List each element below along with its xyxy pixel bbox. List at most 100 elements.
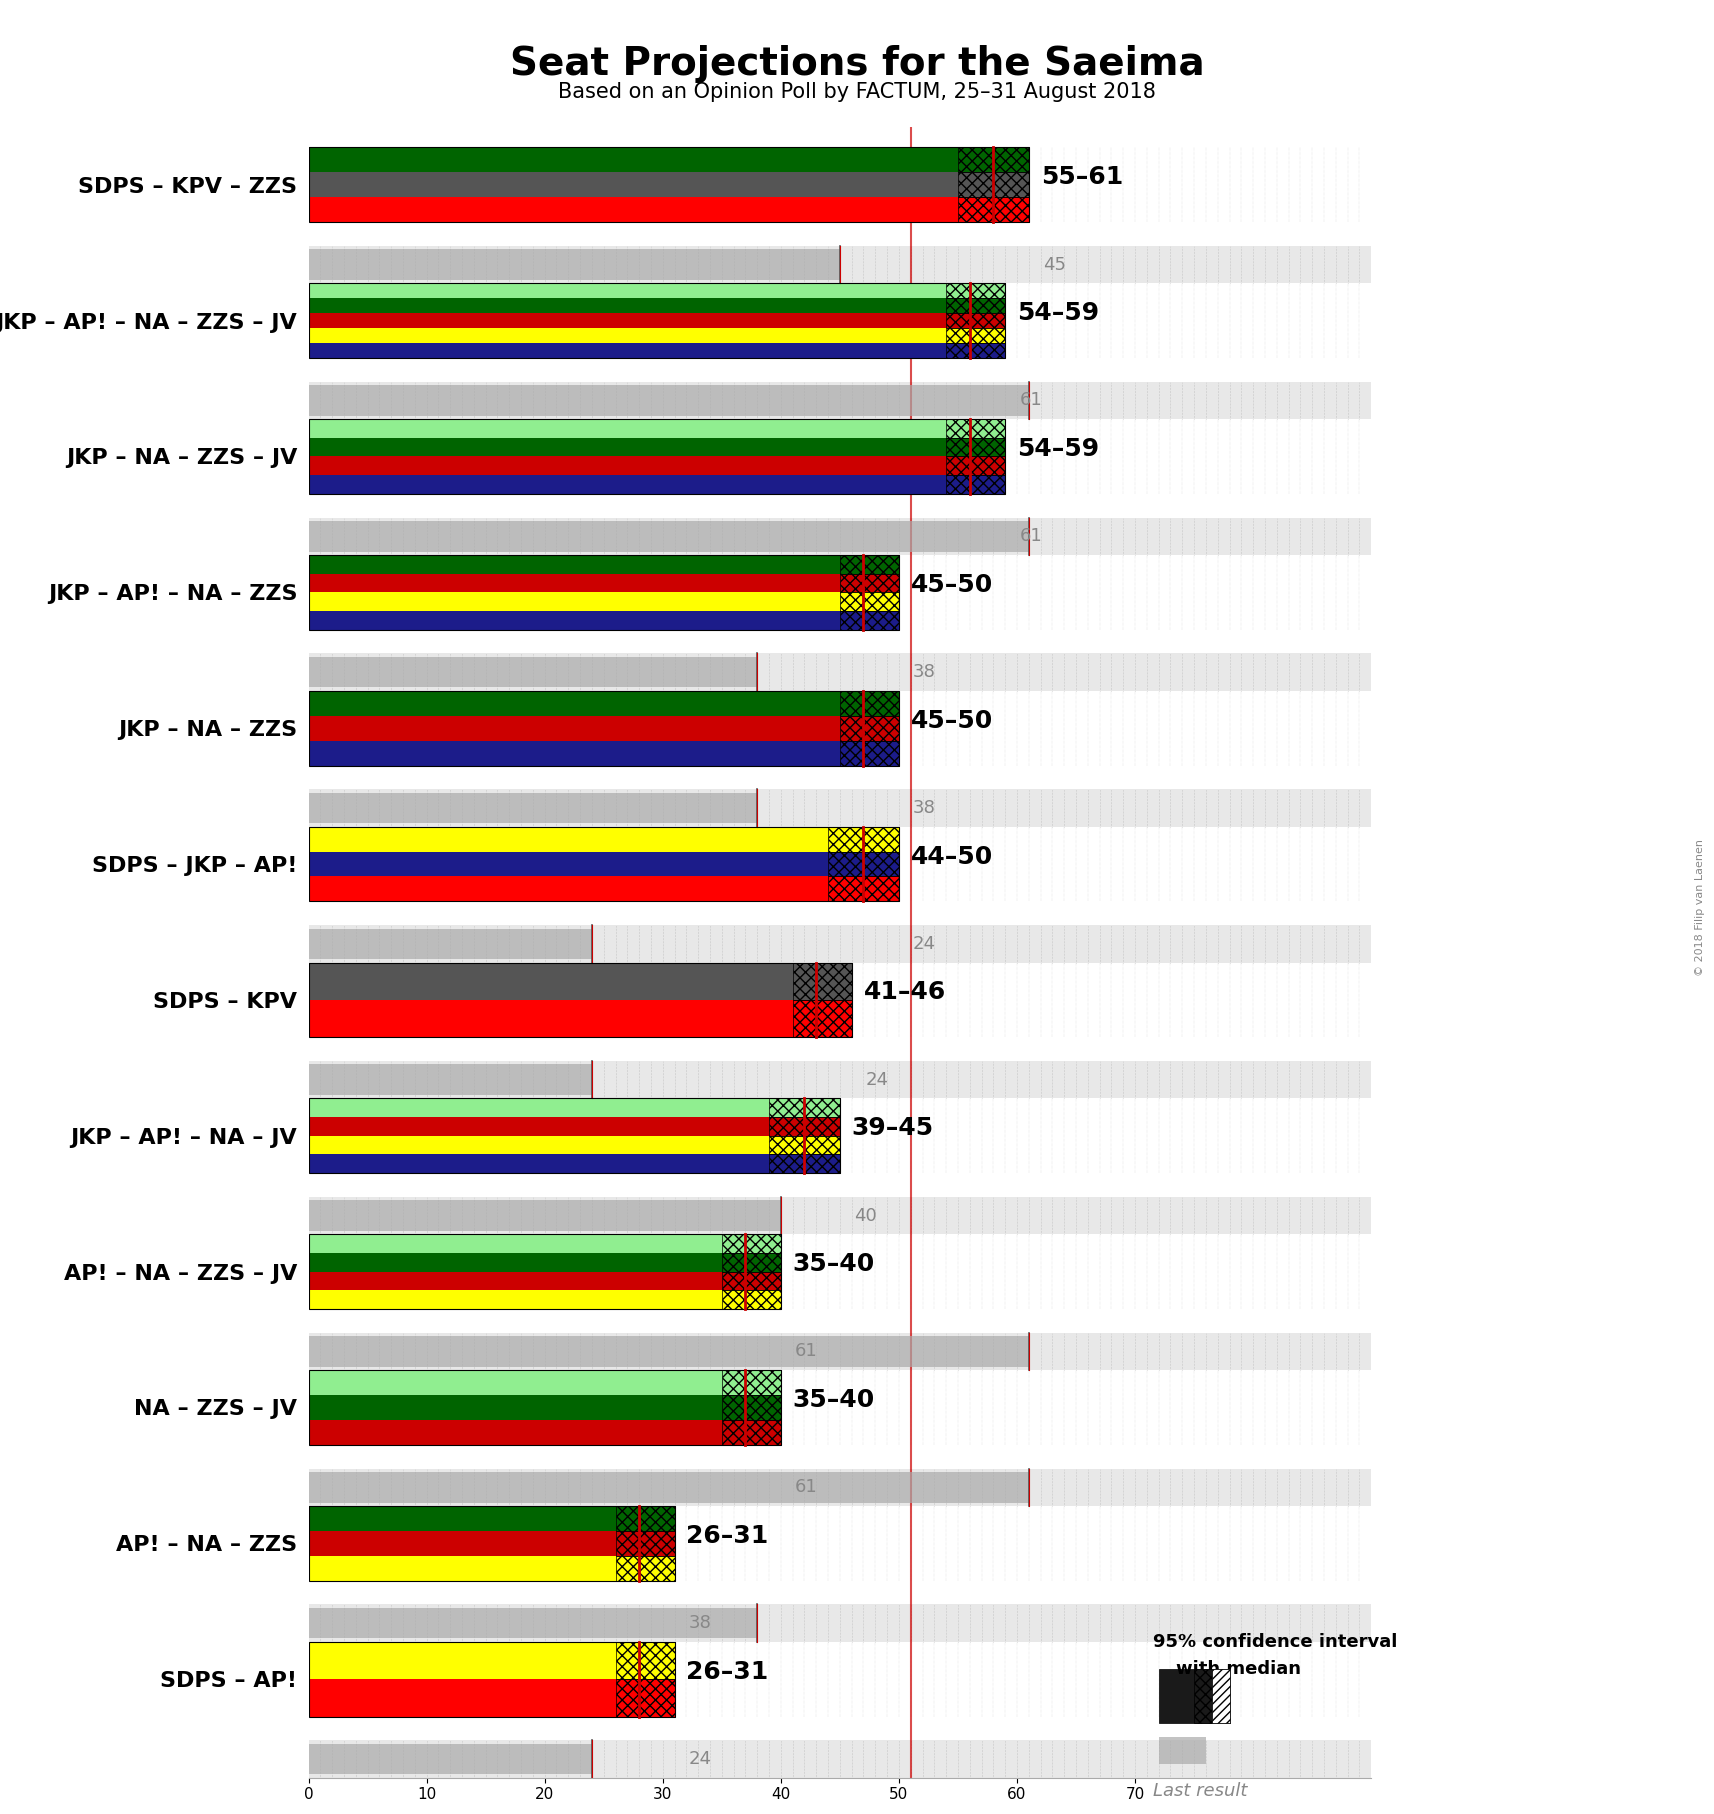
Bar	[958, 172, 1028, 198]
Text: Seat Projections for the Saeima: Seat Projections for the Saeima	[509, 45, 1205, 83]
Text: 61: 61	[795, 1342, 818, 1360]
Bar	[770, 1136, 840, 1154]
Bar	[770, 1154, 840, 1174]
Text: 26–31: 26–31	[686, 1524, 768, 1547]
Bar	[958, 198, 1028, 221]
Bar	[946, 283, 1004, 297]
Text: Last result: Last result	[1154, 1783, 1248, 1799]
Bar	[309, 876, 828, 902]
Bar	[309, 963, 1371, 1038]
Bar	[946, 437, 1004, 457]
Bar	[828, 827, 898, 851]
Bar	[615, 1506, 675, 1531]
Bar	[309, 1065, 591, 1096]
Bar	[722, 1272, 782, 1290]
Bar	[615, 1531, 675, 1556]
Bar	[309, 1337, 1028, 1366]
Bar	[309, 314, 946, 328]
Bar	[840, 717, 898, 740]
Bar	[309, 555, 898, 629]
Bar	[946, 328, 1004, 343]
Bar	[309, 1290, 722, 1310]
Bar	[722, 1234, 782, 1253]
Text: 45: 45	[1042, 256, 1066, 274]
Bar	[722, 1290, 782, 1310]
Bar	[309, 611, 840, 629]
Bar	[958, 147, 1028, 172]
Text: 61: 61	[795, 1478, 818, 1497]
Bar	[309, 717, 840, 740]
Bar	[309, 827, 1371, 902]
Bar	[309, 172, 958, 198]
Text: 24: 24	[914, 934, 936, 952]
Bar	[828, 851, 898, 876]
Bar	[615, 1531, 675, 1556]
Text: 45–50: 45–50	[910, 709, 992, 733]
Text: 44–50: 44–50	[910, 845, 992, 869]
Text: 41–46: 41–46	[864, 980, 946, 1005]
Bar	[309, 381, 1371, 419]
Bar	[309, 740, 840, 766]
Bar	[309, 297, 946, 314]
Bar	[309, 929, 591, 960]
Text: 35–40: 35–40	[792, 1388, 874, 1411]
Text: 55–61: 55–61	[1040, 165, 1123, 189]
Bar	[309, 851, 828, 876]
Bar	[792, 963, 852, 1000]
Bar	[309, 1370, 722, 1395]
Bar	[309, 343, 946, 357]
Text: 26–31: 26–31	[686, 1660, 768, 1683]
Text: 54–59: 54–59	[1016, 437, 1099, 461]
Bar	[615, 1556, 675, 1580]
Bar	[770, 1099, 840, 1117]
Bar	[946, 297, 1004, 314]
Bar	[946, 457, 1004, 475]
Bar	[770, 1117, 840, 1136]
Bar	[840, 740, 898, 766]
Bar	[309, 1000, 792, 1038]
Bar	[615, 1680, 675, 1716]
Bar	[309, 657, 758, 688]
Bar	[828, 876, 898, 902]
Bar	[309, 419, 946, 437]
Bar	[309, 1506, 675, 1580]
Bar	[309, 1469, 1371, 1506]
Bar	[309, 1642, 675, 1716]
Bar	[309, 517, 1371, 555]
Bar	[309, 789, 1371, 827]
Bar	[309, 963, 852, 1038]
Bar	[840, 593, 898, 611]
Bar	[828, 851, 898, 876]
Bar	[840, 611, 898, 629]
Bar	[615, 1506, 675, 1531]
Bar	[309, 147, 958, 172]
Bar	[770, 1099, 840, 1117]
Text: 38: 38	[914, 664, 936, 680]
Bar	[946, 343, 1004, 357]
Bar	[309, 1253, 722, 1272]
Bar	[840, 740, 898, 766]
Bar	[309, 1743, 591, 1774]
Bar	[840, 611, 898, 629]
Bar	[770, 1154, 840, 1174]
Bar	[1159, 1669, 1229, 1723]
Bar	[946, 419, 1004, 437]
Bar	[615, 1642, 675, 1680]
Bar	[722, 1234, 782, 1253]
Text: 40: 40	[854, 1206, 878, 1224]
Bar	[722, 1272, 782, 1290]
Bar	[309, 793, 758, 824]
Bar	[840, 573, 898, 593]
Bar	[828, 876, 898, 902]
Bar	[958, 172, 1028, 198]
Bar	[309, 475, 946, 493]
Bar	[770, 1117, 840, 1136]
Bar	[946, 314, 1004, 328]
Bar	[309, 1605, 1371, 1642]
Bar	[309, 1234, 782, 1310]
Bar	[309, 249, 840, 279]
Bar	[309, 1395, 722, 1420]
Bar	[309, 419, 1371, 493]
Bar	[309, 1234, 1371, 1310]
Bar	[722, 1395, 782, 1420]
